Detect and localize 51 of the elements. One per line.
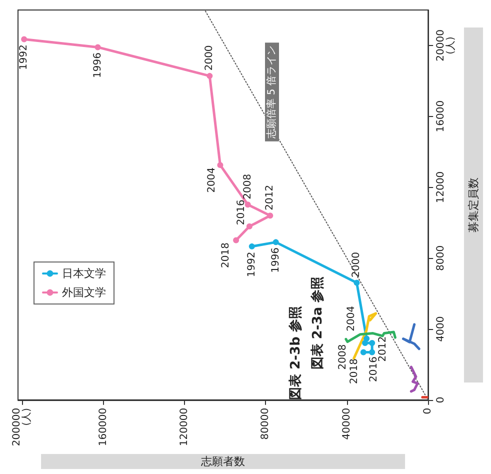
annotation: 1996 [270, 247, 282, 273]
y-tick-label: 20000 (人) [436, 30, 457, 62]
annotation: 1992 [246, 252, 258, 278]
x-tick-label: 0 [422, 408, 434, 414]
annotation: 1992 [18, 44, 30, 70]
y-tick-label: 12000 [436, 171, 447, 204]
annotation: 2008 [338, 344, 349, 370]
point [354, 280, 360, 286]
legend-label: 外国文学 [62, 286, 106, 299]
legend-label: 日本文学 [62, 267, 106, 280]
annotation: 2000 [351, 252, 362, 278]
y-axis-title: 募集定員数 [467, 177, 480, 232]
point [362, 340, 368, 346]
x-tick-label: 160000 [98, 408, 109, 446]
x-tick-label: 40000 [341, 408, 352, 440]
point [360, 349, 366, 356]
annotation: 図表 2-3b 参照 [288, 306, 304, 400]
x-tick-label: 80000 [260, 408, 272, 440]
y-tick-label: 8000 [436, 245, 447, 271]
y-tick-label: 4000 [436, 316, 447, 342]
x-tick-label: 200000 (人) [12, 408, 33, 446]
point [94, 44, 101, 50]
point [272, 239, 279, 246]
point [233, 237, 240, 244]
annotation: 1996 [92, 52, 104, 78]
annotation: 2016 [236, 200, 247, 226]
point [244, 202, 251, 208]
point [21, 36, 28, 42]
x-axis-title: 志願者数 [201, 455, 246, 468]
line-series [410, 366, 419, 393]
x-tick-label: 120000 [178, 408, 190, 446]
line-series [402, 323, 420, 350]
y-tick-label: 16000 [436, 100, 447, 132]
point [248, 243, 255, 250]
point [267, 212, 274, 219]
annotation: 志願倍率 5 倍ライン [266, 46, 278, 138]
annotation: 2000 [204, 45, 216, 71]
point [246, 223, 252, 230]
point [369, 349, 376, 356]
y-tick-label: 0 [436, 396, 447, 404]
point [369, 340, 376, 346]
point [206, 72, 213, 79]
annotation: 図表 2-3a 参照 [310, 276, 326, 370]
annotation: 2004 [206, 167, 218, 193]
annotation: 2004 [346, 306, 358, 332]
annotation: 2018 [348, 358, 360, 384]
point [217, 162, 224, 168]
annotation: 2008 [242, 174, 254, 200]
annotation: 2012 [264, 184, 276, 210]
annotation: 2018 [220, 242, 232, 268]
annotation: 2012 [378, 336, 389, 362]
